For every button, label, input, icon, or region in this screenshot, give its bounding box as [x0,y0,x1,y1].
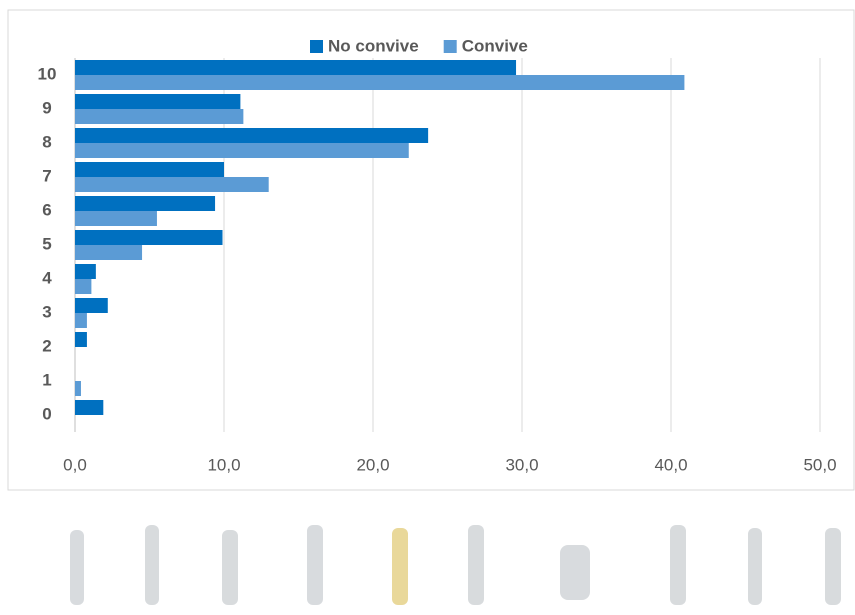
bar [75,109,244,124]
bar [75,332,87,347]
bar [75,196,216,211]
bar [75,381,81,396]
bar [75,162,224,177]
bar [75,264,96,279]
y-tick-label: 3 [42,302,51,321]
bar [75,298,108,313]
y-tick-label: 7 [42,166,51,185]
y-tick-label: 9 [42,98,51,117]
bar [75,75,685,90]
y-tick-label: 8 [42,132,51,151]
x-tick-label: 50,0 [803,455,836,474]
y-tick-label: 1 [42,370,51,389]
bar [75,143,409,158]
y-tick-label: 2 [42,336,51,355]
bar [75,177,269,192]
legend-swatch [443,40,457,53]
x-tick-label: 30,0 [505,455,538,474]
bar [75,245,143,260]
bar [75,230,223,245]
y-tick-label: 0 [42,404,51,423]
y-tick-label: 10 [38,64,57,83]
bar [75,60,517,75]
bar [75,279,92,294]
x-tick-label: 40,0 [654,455,687,474]
y-tick-label: 4 [42,268,52,287]
y-tick-label: 6 [42,200,51,219]
legend-swatch [310,40,323,53]
x-tick-label: 10,0 [207,455,240,474]
bar [75,211,157,226]
legend-label: Convive [462,36,528,55]
bar [75,94,241,109]
bar [75,313,87,328]
y-tick-label: 5 [42,234,51,253]
x-tick-label: 0,0 [63,455,87,474]
bar [75,128,429,143]
x-tick-label: 20,0 [356,455,389,474]
figures [70,525,841,605]
legend-label: No convive [328,36,419,55]
bar [75,400,104,415]
